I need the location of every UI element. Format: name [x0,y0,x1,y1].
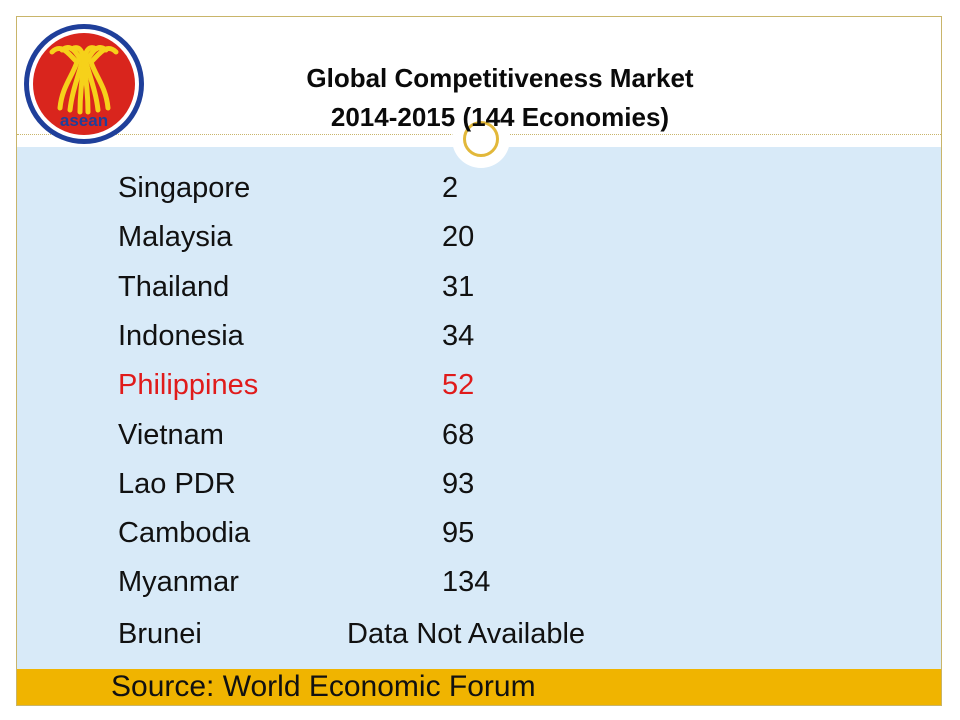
divider-badge-icon [452,110,510,168]
country-name: Thailand [118,271,230,303]
badge-ring [463,121,499,157]
page-title-line1: Global Competitiveness Market [306,63,694,93]
content-panel [17,147,941,669]
country-rank: 68 [442,419,475,451]
brunei-country: Brunei [118,618,202,650]
logo-text: asean [60,111,108,130]
country-name: Cambodia [118,517,251,549]
asean-logo-icon: asean [24,24,144,144]
brunei-note: Data Not Available [347,618,586,650]
source-footer: Source: World Economic Forum [17,669,941,705]
country-rank: 95 [442,517,475,549]
country-rank: 31 [442,271,475,303]
country-name: Malaysia [118,221,233,253]
country-rank: 2 [442,172,459,204]
page-title-line2: 2014-2015 (144 Economies) [330,102,670,132]
country-name: Singapore [118,172,251,204]
country-name: Myanmar [118,566,239,598]
country-name: Vietnam [118,419,224,451]
slide-frame [16,16,942,706]
country-name: Lao PDR [118,468,236,500]
country-rank: 52 [442,369,475,401]
country-name: Philippines [118,369,259,401]
country-rank: 20 [442,221,475,253]
country-rank: 93 [442,468,475,500]
country-rank: 134 [442,566,491,598]
source-text: Source: World Economic Forum [111,670,536,703]
country-rank: 34 [442,320,475,352]
country-name: Indonesia [118,320,244,352]
